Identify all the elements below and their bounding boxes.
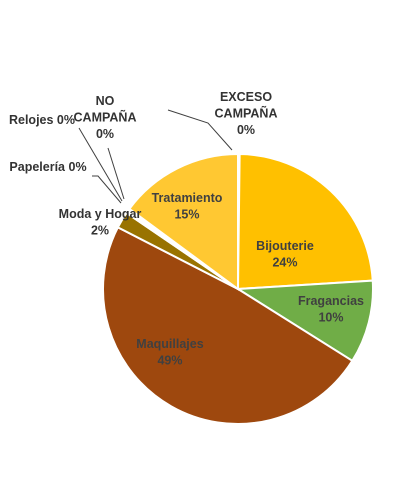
data-label-maquillajes: Maquillajes 49% — [136, 337, 203, 368]
data-label-tratamiento: Tratamiento 15% — [152, 191, 223, 222]
data-label-exceso-campana: EXCESO CAMPAÑA 0% — [215, 90, 278, 137]
slice-maquillajes — [102, 225, 354, 425]
leader-lines — [78, 109, 233, 204]
leader-line-papeleria — [92, 175, 122, 204]
leader-line-no-campana — [107, 147, 125, 200]
slice-fragancias — [234, 279, 374, 363]
data-label-bijouterie: Bijouterie 24% — [256, 239, 314, 270]
leader-line-relojes — [78, 127, 123, 202]
slice-tratamiento — [127, 152, 239, 291]
data-label-papeleria: Papelería 0% — [9, 160, 86, 174]
pie-slices — [102, 152, 374, 425]
data-labels: EXCESO CAMPAÑA 0% Bijouterie 24% Fragancias 10… — [9, 90, 364, 368]
data-label-no-campana: NO CAMPAÑA 0% — [74, 94, 137, 141]
leader-line-exceso-campana — [167, 109, 233, 151]
data-label-moda-y-hogar: Moda y Hogar 2% — [59, 207, 142, 238]
data-label-fragancias: Fragancias 10% — [298, 294, 364, 325]
slice-bijouterie — [236, 152, 374, 291]
data-label-relojes: Relojes 0% — [9, 113, 75, 127]
